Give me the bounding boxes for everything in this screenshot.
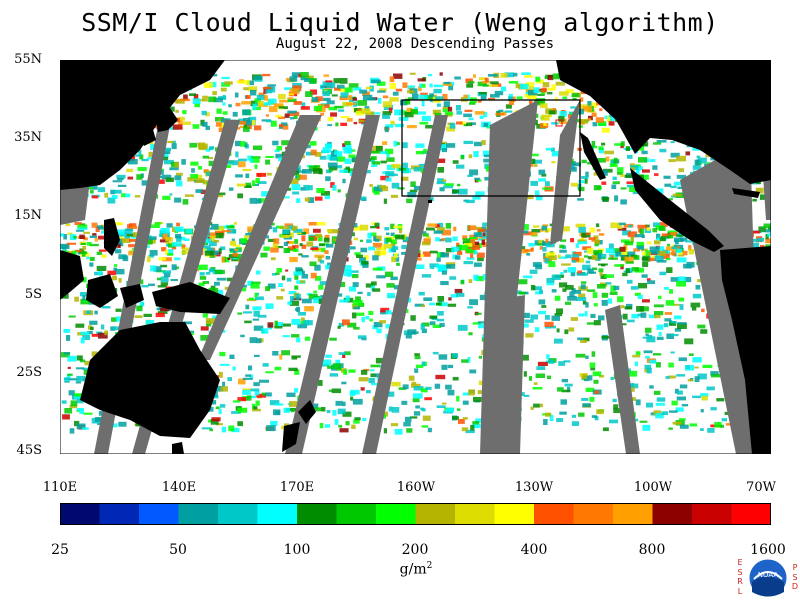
colorbar-label: 25 xyxy=(51,542,69,558)
colorbar-units: g/m2 xyxy=(399,561,433,578)
colorbar-cell xyxy=(652,503,693,525)
colorbar-cell xyxy=(415,503,456,525)
red-marker xyxy=(555,119,563,127)
colorbar-cell xyxy=(692,503,732,525)
colorbar-label: 1600 xyxy=(750,542,786,558)
colorbar-cell xyxy=(573,503,614,525)
colorbar-cell xyxy=(60,503,100,525)
y-tick-label: 5S xyxy=(24,287,42,302)
x-tick-label: 100W xyxy=(633,480,673,495)
colorbar-cell xyxy=(178,503,219,525)
noaa-logo-text: NOAA xyxy=(758,571,779,579)
colorbar-cell xyxy=(494,503,535,525)
x-tick-label: 70W xyxy=(746,480,776,495)
x-tick-label: 170E xyxy=(279,480,315,495)
colorbar-cell xyxy=(336,503,377,525)
y-tick-label: 45S xyxy=(16,443,42,458)
colorbar-cell xyxy=(297,503,337,525)
colorbar-label: 50 xyxy=(169,542,187,558)
y-tick-label: 25S xyxy=(16,365,42,380)
colorbar xyxy=(60,503,771,525)
colorbar-label: 100 xyxy=(283,542,311,558)
noaa-logo: NOAA xyxy=(748,558,788,598)
colorbar-cell xyxy=(139,503,179,525)
y-tick-label: 55N xyxy=(14,52,42,67)
y-tick-label: 35N xyxy=(14,130,42,145)
cloud-liquid-water-map xyxy=(60,60,771,454)
colorbar-cell xyxy=(455,503,495,525)
colorbar-cell xyxy=(613,503,653,525)
region-box xyxy=(401,99,581,197)
land xyxy=(60,60,771,454)
colorbar-cell xyxy=(731,503,771,525)
colorbar-label: 200 xyxy=(401,542,429,558)
chart-subtitle: August 22, 2008 Descending Passes xyxy=(275,36,555,52)
colorbar-cell xyxy=(99,503,140,525)
colorbar-label: 400 xyxy=(520,542,548,558)
x-tick-label: 110E xyxy=(42,480,78,495)
x-tick-label: 160W xyxy=(396,480,436,495)
colorbar-cell xyxy=(534,503,574,525)
chart-title: SSM/I Cloud Liquid Water (Weng algorithm… xyxy=(81,8,719,37)
colorbar-cell xyxy=(376,503,416,525)
colorbar-cell xyxy=(257,503,298,525)
colorbar-frame xyxy=(60,503,771,525)
colorbar-cell xyxy=(218,503,258,525)
x-tick-label: 140E xyxy=(161,480,197,495)
x-tick-label: 130W xyxy=(514,480,554,495)
colorbar-label: 800 xyxy=(638,542,666,558)
y-tick-label: 15N xyxy=(14,208,42,223)
